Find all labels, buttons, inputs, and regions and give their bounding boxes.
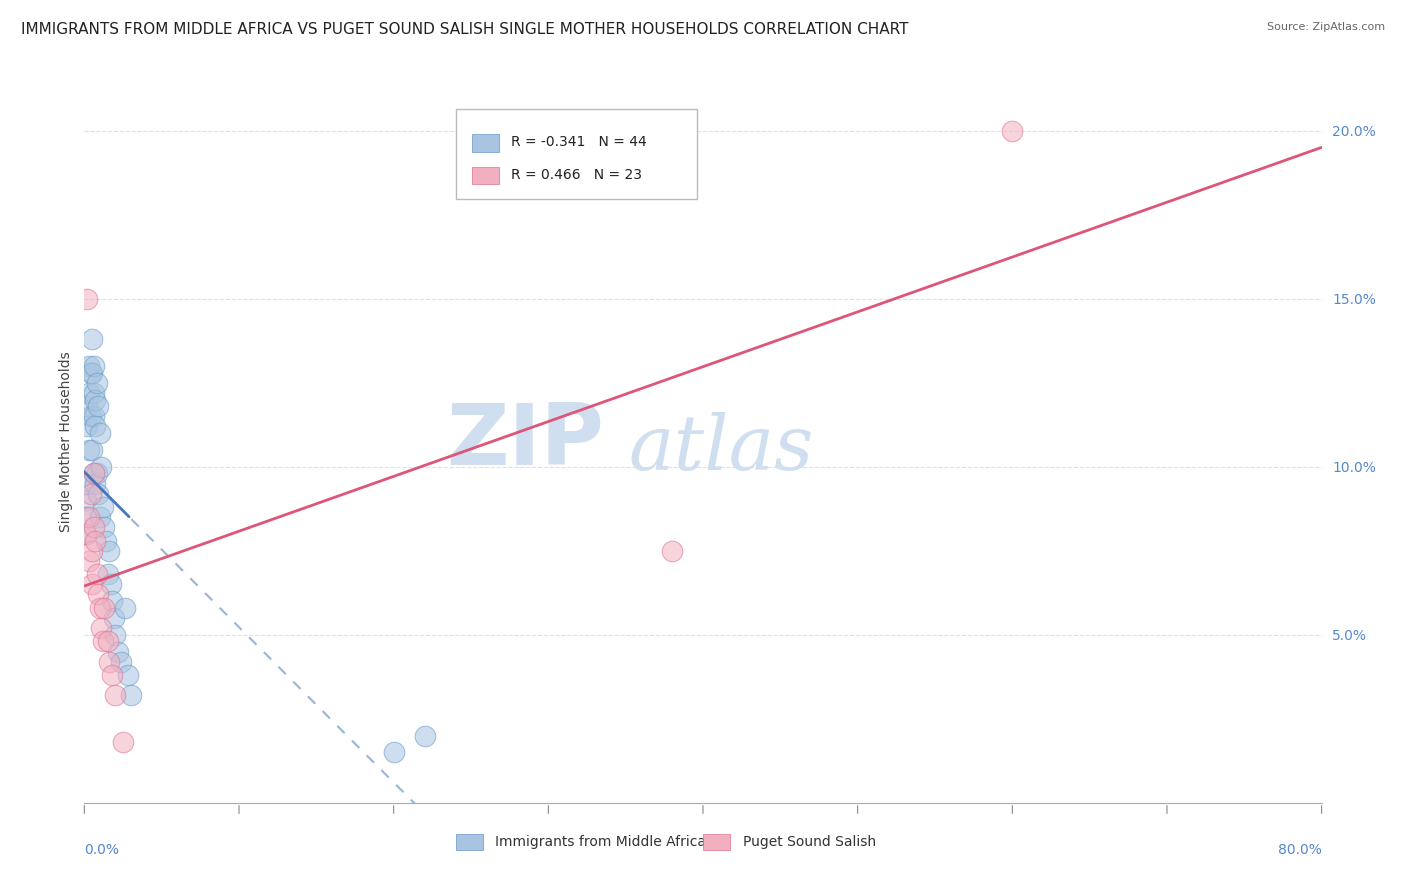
Point bbox=[76, 292, 98, 306]
Y-axis label: Single Mother Households: Single Mother Households bbox=[59, 351, 73, 532]
Point bbox=[84, 476, 107, 491]
Point bbox=[90, 459, 112, 474]
Point bbox=[94, 533, 117, 548]
Point bbox=[75, 493, 97, 508]
Point bbox=[87, 587, 110, 601]
Point bbox=[120, 688, 142, 702]
Point bbox=[77, 385, 100, 400]
Point bbox=[83, 520, 105, 534]
Text: 80.0%: 80.0% bbox=[1278, 843, 1322, 857]
Point bbox=[413, 729, 436, 743]
Point bbox=[101, 594, 124, 608]
Point bbox=[87, 399, 110, 413]
Point bbox=[75, 527, 97, 541]
Text: Puget Sound Salish: Puget Sound Salish bbox=[742, 835, 876, 849]
Point bbox=[86, 467, 108, 481]
Point bbox=[84, 419, 107, 434]
Point bbox=[79, 409, 101, 424]
Point bbox=[75, 510, 97, 524]
Point bbox=[77, 442, 100, 457]
Point bbox=[77, 510, 100, 524]
Point bbox=[79, 486, 101, 500]
Point bbox=[661, 543, 683, 558]
Point bbox=[84, 392, 107, 407]
Bar bbox=[456, 833, 482, 850]
Point bbox=[83, 359, 105, 373]
Point bbox=[93, 520, 115, 534]
Point bbox=[89, 510, 111, 524]
Point bbox=[77, 554, 100, 568]
Point bbox=[104, 688, 127, 702]
Text: IMMIGRANTS FROM MIDDLE AFRICA VS PUGET SOUND SALISH SINGLE MOTHER HOUSEHOLDS COR: IMMIGRANTS FROM MIDDLE AFRICA VS PUGET S… bbox=[21, 22, 908, 37]
Bar bbox=[471, 167, 499, 185]
Point bbox=[84, 533, 107, 548]
Point bbox=[82, 366, 104, 380]
Point bbox=[382, 745, 405, 759]
Point bbox=[112, 735, 135, 749]
Point bbox=[110, 655, 132, 669]
Point bbox=[90, 621, 112, 635]
Text: atlas: atlas bbox=[628, 412, 814, 486]
Point bbox=[104, 628, 127, 642]
Point bbox=[82, 577, 104, 591]
Point bbox=[117, 668, 139, 682]
Point bbox=[76, 419, 98, 434]
Point bbox=[76, 399, 98, 413]
Text: Immigrants from Middle Africa: Immigrants from Middle Africa bbox=[495, 835, 706, 849]
Point bbox=[100, 577, 122, 591]
Point bbox=[91, 500, 114, 514]
Point bbox=[91, 634, 114, 648]
Point bbox=[86, 376, 108, 390]
Point bbox=[98, 543, 121, 558]
Point bbox=[1001, 124, 1024, 138]
Point bbox=[107, 644, 129, 658]
Point bbox=[83, 409, 105, 424]
Point bbox=[103, 611, 125, 625]
Point bbox=[89, 600, 111, 615]
Point bbox=[82, 543, 104, 558]
Point bbox=[83, 467, 105, 481]
Point bbox=[98, 655, 121, 669]
Text: R = -0.341   N = 44: R = -0.341 N = 44 bbox=[512, 135, 647, 149]
Point bbox=[93, 600, 115, 615]
Point bbox=[75, 527, 97, 541]
Text: Source: ZipAtlas.com: Source: ZipAtlas.com bbox=[1267, 22, 1385, 32]
Point bbox=[83, 467, 105, 481]
Bar bbox=[703, 833, 730, 850]
Point bbox=[89, 426, 111, 441]
Point bbox=[101, 668, 124, 682]
Point bbox=[96, 567, 118, 582]
Point bbox=[82, 442, 104, 457]
Text: 0.0%: 0.0% bbox=[84, 843, 120, 857]
Point bbox=[76, 476, 98, 491]
Point bbox=[77, 359, 100, 373]
Bar bbox=[471, 135, 499, 152]
Point bbox=[114, 600, 136, 615]
Text: ZIP: ZIP bbox=[446, 400, 605, 483]
Point bbox=[87, 486, 110, 500]
Point bbox=[83, 385, 105, 400]
Point bbox=[82, 332, 104, 346]
Point bbox=[79, 366, 101, 380]
FancyBboxPatch shape bbox=[456, 109, 697, 200]
Point bbox=[96, 634, 118, 648]
Text: R = 0.466   N = 23: R = 0.466 N = 23 bbox=[512, 168, 643, 182]
Point bbox=[86, 567, 108, 582]
